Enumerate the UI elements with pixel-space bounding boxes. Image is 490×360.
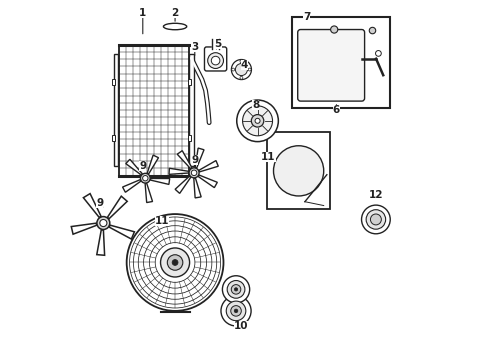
Circle shape <box>126 214 223 311</box>
Polygon shape <box>194 178 201 198</box>
Circle shape <box>167 255 183 270</box>
Circle shape <box>191 170 197 176</box>
Polygon shape <box>83 194 101 217</box>
Text: 12: 12 <box>368 190 383 200</box>
Polygon shape <box>71 223 97 234</box>
Bar <box>112 80 115 85</box>
Circle shape <box>143 176 148 181</box>
Circle shape <box>248 68 251 71</box>
Text: 8: 8 <box>252 100 259 110</box>
Polygon shape <box>145 183 152 203</box>
Circle shape <box>243 106 272 136</box>
Circle shape <box>251 114 264 127</box>
Bar <box>112 135 115 141</box>
Circle shape <box>227 280 245 298</box>
Circle shape <box>141 173 150 183</box>
Circle shape <box>161 248 190 277</box>
Text: 4: 4 <box>241 60 248 70</box>
Circle shape <box>234 288 238 291</box>
Circle shape <box>211 56 220 65</box>
FancyBboxPatch shape <box>204 47 227 71</box>
Bar <box>114 54 118 166</box>
Circle shape <box>232 68 235 71</box>
Circle shape <box>273 146 324 196</box>
Text: 11: 11 <box>261 152 275 162</box>
Circle shape <box>172 260 178 265</box>
Polygon shape <box>147 155 158 174</box>
Ellipse shape <box>164 23 187 30</box>
Circle shape <box>362 205 390 234</box>
Circle shape <box>255 118 260 123</box>
Text: 11: 11 <box>154 216 169 226</box>
Circle shape <box>366 210 386 229</box>
Circle shape <box>226 301 246 321</box>
Text: 3: 3 <box>191 42 198 52</box>
Text: 9: 9 <box>191 155 198 165</box>
Circle shape <box>237 100 278 141</box>
Circle shape <box>231 285 241 294</box>
Bar <box>188 135 191 141</box>
Circle shape <box>369 27 376 34</box>
Circle shape <box>370 214 381 225</box>
Text: 1: 1 <box>139 8 147 18</box>
Bar <box>292 17 390 108</box>
Text: 6: 6 <box>333 105 340 115</box>
Text: 9: 9 <box>96 198 103 208</box>
Text: 9: 9 <box>139 161 147 171</box>
Polygon shape <box>177 151 192 168</box>
Polygon shape <box>126 159 142 175</box>
Bar <box>188 80 191 85</box>
Bar <box>189 54 194 166</box>
Circle shape <box>221 296 251 326</box>
Circle shape <box>240 76 243 79</box>
Polygon shape <box>198 175 218 188</box>
Polygon shape <box>195 148 204 168</box>
Polygon shape <box>199 161 219 172</box>
Text: 10: 10 <box>234 321 248 331</box>
Circle shape <box>231 306 241 316</box>
Polygon shape <box>97 230 105 255</box>
Polygon shape <box>175 176 191 193</box>
Circle shape <box>331 26 338 33</box>
Circle shape <box>235 63 247 76</box>
Text: 5: 5 <box>215 39 222 49</box>
Circle shape <box>375 50 381 56</box>
Circle shape <box>189 168 199 178</box>
Circle shape <box>100 220 107 226</box>
Circle shape <box>208 53 223 68</box>
Circle shape <box>240 60 243 63</box>
Polygon shape <box>150 179 170 184</box>
Polygon shape <box>122 180 141 192</box>
Bar <box>119 45 189 176</box>
FancyBboxPatch shape <box>298 30 365 101</box>
Text: 7: 7 <box>303 12 310 22</box>
Circle shape <box>231 59 251 80</box>
Polygon shape <box>107 196 127 219</box>
Circle shape <box>222 276 250 303</box>
Polygon shape <box>109 225 134 239</box>
Polygon shape <box>169 168 189 174</box>
Circle shape <box>234 309 238 313</box>
Text: 2: 2 <box>172 8 179 18</box>
Bar <box>267 132 330 210</box>
Circle shape <box>97 217 110 229</box>
